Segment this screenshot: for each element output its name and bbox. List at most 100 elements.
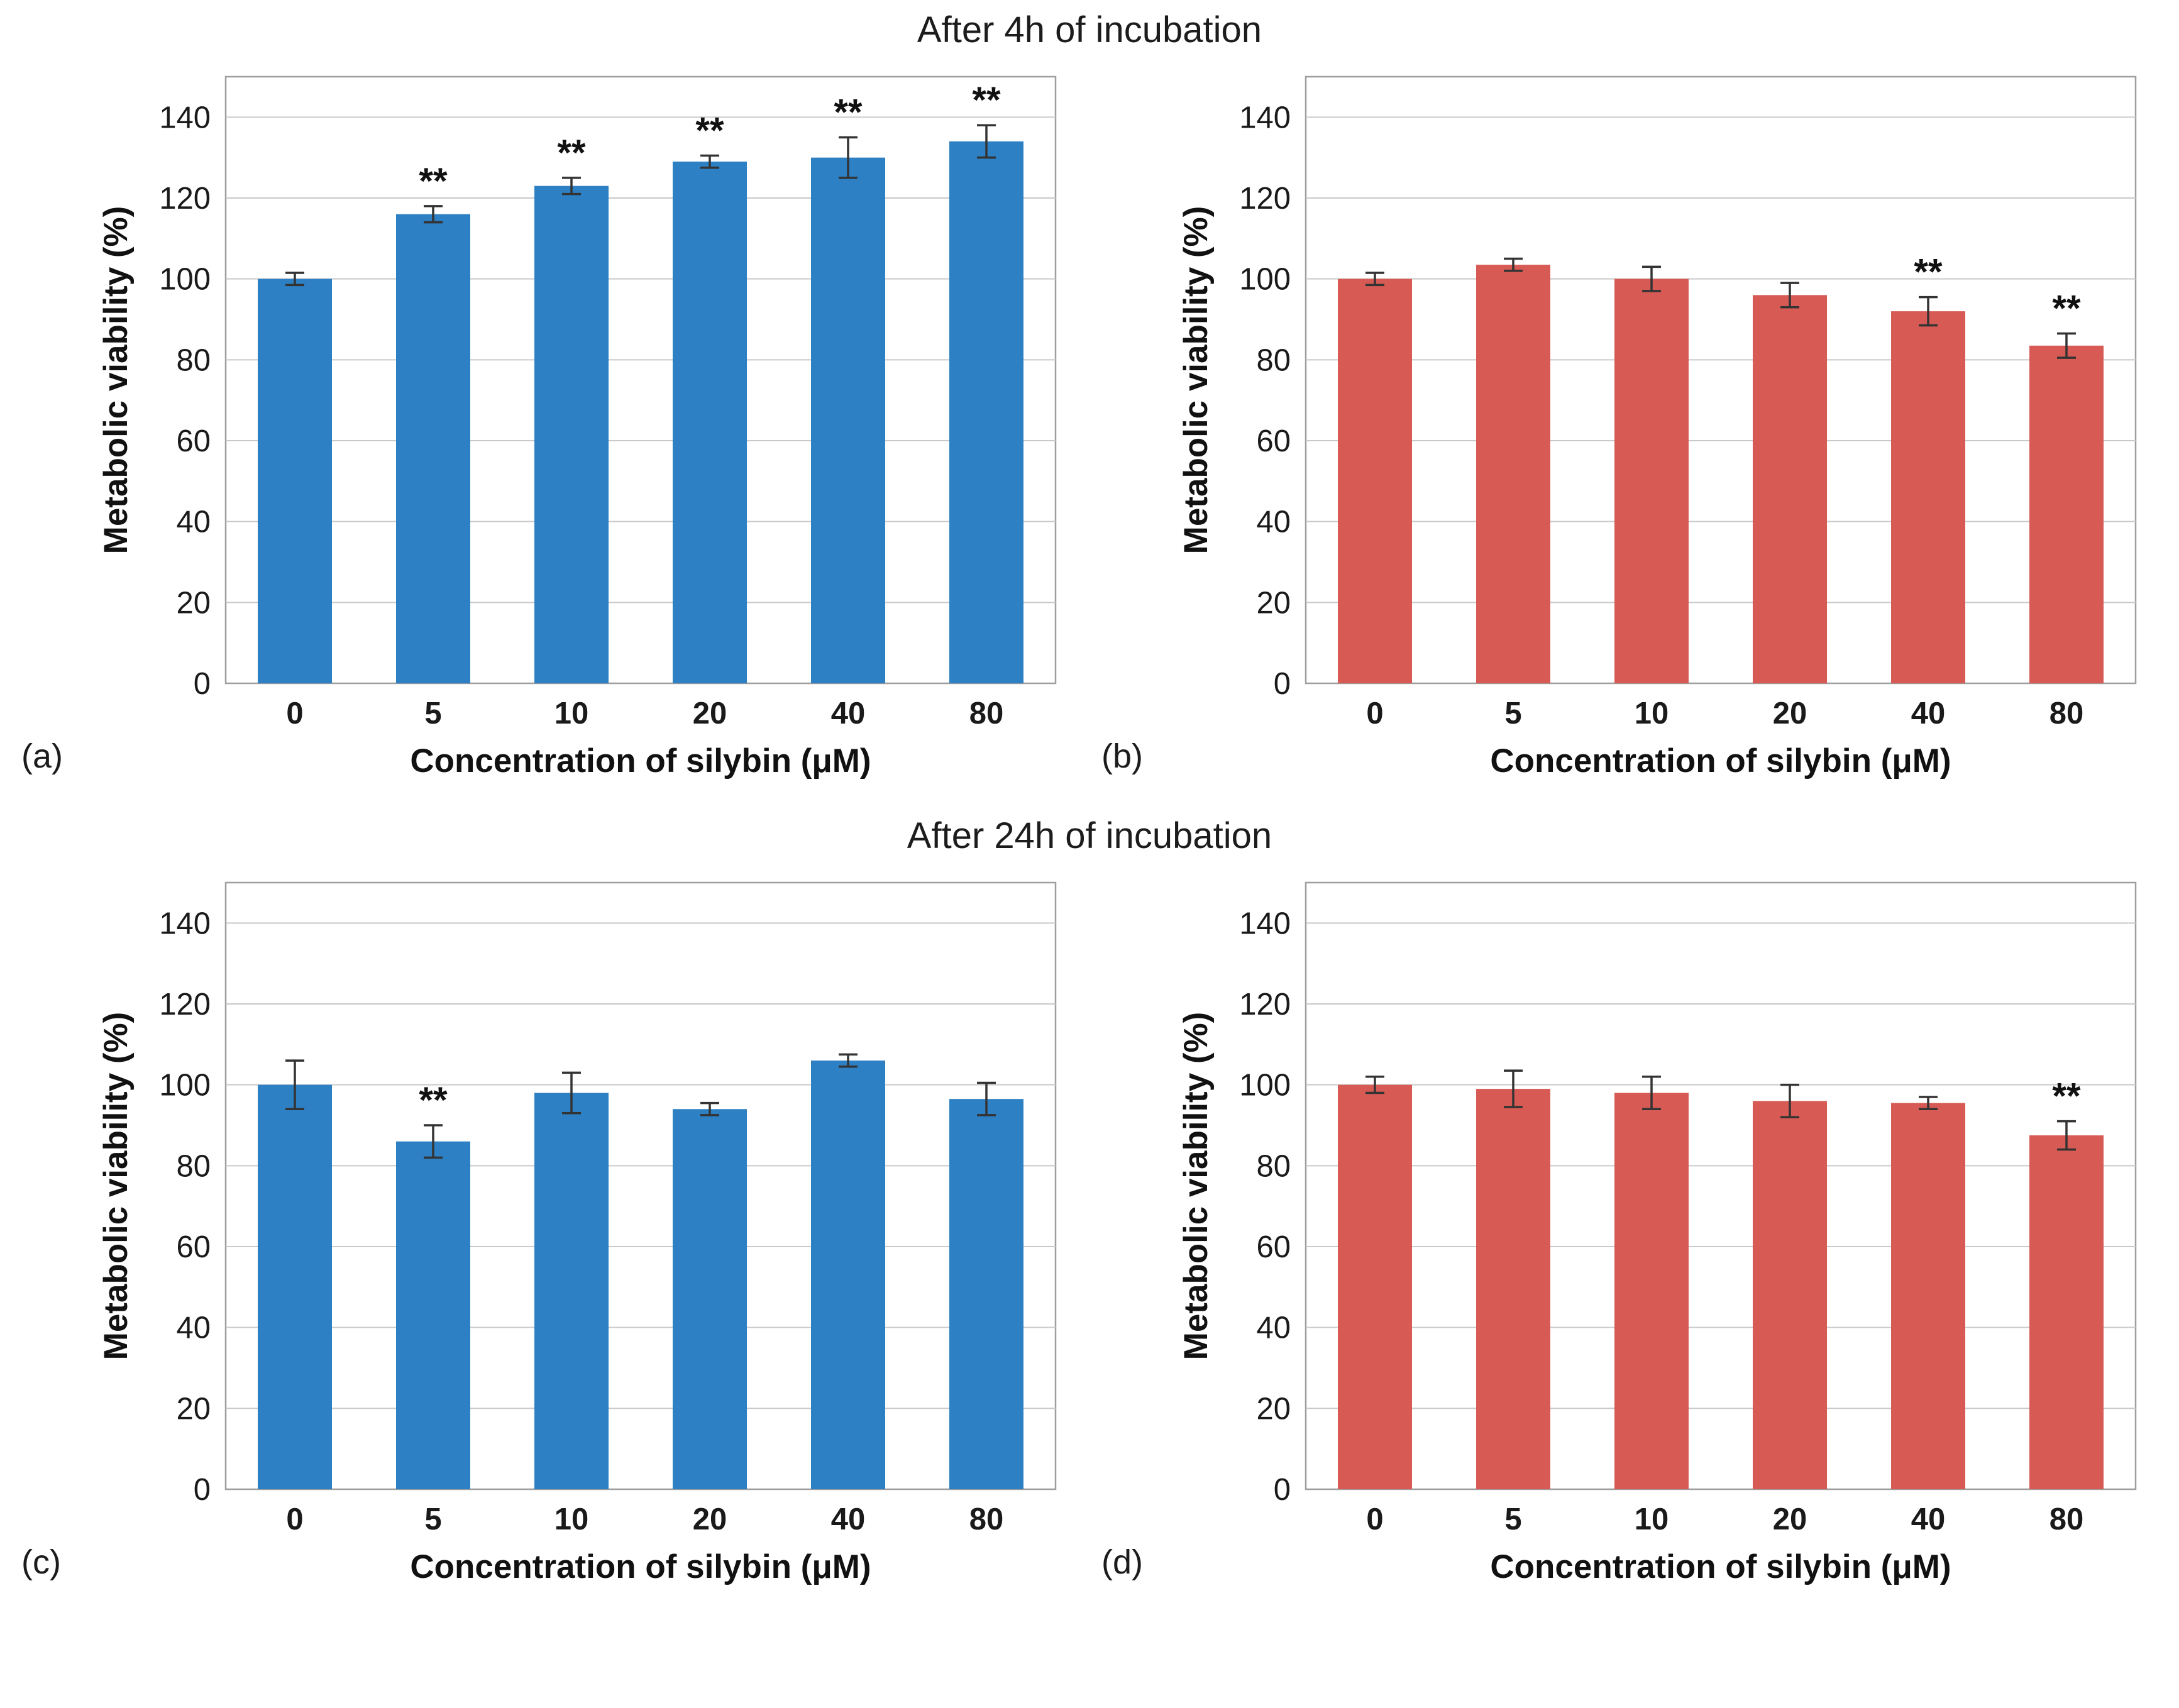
y-tick-label: 0 <box>194 1473 211 1507</box>
y-tick-label: 120 <box>159 182 211 216</box>
y-tick-label: 120 <box>1239 182 1291 216</box>
significance-marker: ** <box>1914 252 1943 293</box>
x-tick-label: 20 <box>693 697 727 730</box>
bar <box>1753 1101 1827 1489</box>
y-tick-label: 120 <box>1239 988 1291 1022</box>
plot-area <box>1305 881 2137 1490</box>
y-tick-label: 140 <box>1239 101 1291 135</box>
x-tick-label: 80 <box>2049 697 2084 730</box>
y-tick-label: 80 <box>176 343 211 377</box>
figure-title-4h: After 4h of incubation <box>917 9 1262 50</box>
x-tick-label: 20 <box>1773 697 1807 730</box>
panel-label-c: (c) <box>21 1543 61 1581</box>
chart-a: 0 20 40 60 80 100 120 140 0 ** 5 ** 10 ** 20 ** 40 ** 80 Co… <box>97 75 1057 780</box>
significance-marker: ** <box>972 80 1001 121</box>
x-tick-label: 80 <box>969 697 1004 730</box>
figure-title-24h: After 24h of incubation <box>907 815 1272 856</box>
significance-marker: ** <box>834 92 863 133</box>
x-tick-label: 10 <box>1635 1502 1669 1536</box>
y-tick-label: 80 <box>176 1149 211 1183</box>
y-tick-label: 40 <box>176 505 211 539</box>
x-tick-label: 80 <box>2049 1502 2084 1536</box>
x-tick-label: 5 <box>1504 1502 1521 1536</box>
y-tick-label: 40 <box>1256 1311 1291 1345</box>
bar <box>1476 265 1550 683</box>
y-tick-label: 20 <box>176 1392 211 1426</box>
bar <box>2029 345 2104 683</box>
bar <box>1476 1089 1550 1489</box>
panel-label-b: (b) <box>1101 737 1143 775</box>
bar <box>396 214 470 683</box>
y-tick-label: 80 <box>1256 1149 1291 1183</box>
x-tick-label: 0 <box>286 697 303 730</box>
bar <box>1338 1084 1412 1489</box>
y-tick-label: 100 <box>159 1069 211 1103</box>
y-axis-label: Metabolic viability (%) <box>97 206 135 554</box>
bar <box>1753 295 1827 683</box>
bar <box>1891 1103 1965 1489</box>
panel-label-a: (a) <box>21 737 63 775</box>
x-axis-label: Concentration of silybin (μM) <box>1490 742 1951 780</box>
plot-area <box>224 75 1057 685</box>
x-tick-label: 20 <box>1773 1502 1807 1536</box>
x-tick-label: 40 <box>1911 697 1946 730</box>
x-tick-label: 10 <box>1635 697 1669 730</box>
significance-marker: ** <box>557 133 586 174</box>
y-tick-label: 20 <box>176 586 211 620</box>
chart-b: 0 20 40 60 80 100 120 140 0 5 10 20 ** 40 ** 80 Concentr… <box>1178 75 2137 780</box>
y-tick-label: 100 <box>1239 263 1291 297</box>
significance-marker: ** <box>2052 1076 2081 1117</box>
bar <box>1614 278 1689 684</box>
bar <box>534 1093 609 1489</box>
top-row: 0 20 40 60 80 100 120 140 0 ** 5 ** 10 ** 20 ** 40 ** 80 Co… <box>0 45 2179 806</box>
y-tick-label: 20 <box>1256 1392 1291 1426</box>
plot-area <box>1305 75 2137 685</box>
significance-marker: ** <box>2052 289 2081 329</box>
panel-c: 0 20 40 60 80 100 120 140 0 ** 5 10 20 40 80 Concentrat… <box>15 851 1084 1612</box>
y-tick-label: 40 <box>176 1311 211 1345</box>
bar <box>673 162 747 684</box>
x-tick-label: 10 <box>554 697 589 730</box>
plot-area <box>224 881 1057 1490</box>
y-tick-label: 0 <box>194 667 211 701</box>
y-tick-label: 100 <box>1239 1069 1291 1103</box>
bar <box>258 278 332 684</box>
x-tick-label: 5 <box>424 1502 441 1536</box>
bar <box>811 157 885 683</box>
x-tick-label: 40 <box>831 697 866 730</box>
y-axis-label: Metabolic viability (%) <box>97 1012 135 1360</box>
x-tick-label: 40 <box>831 1502 866 1536</box>
y-tick-label: 140 <box>1239 906 1291 940</box>
chart-c: 0 20 40 60 80 100 120 140 0 ** 5 10 20 40 80 Concentrat… <box>97 881 1057 1585</box>
y-tick-label: 0 <box>1274 1473 1291 1507</box>
y-tick-label: 60 <box>1256 424 1291 458</box>
x-tick-label: 0 <box>286 1502 303 1536</box>
x-tick-label: 5 <box>424 697 441 730</box>
y-tick-label: 120 <box>159 988 211 1022</box>
y-tick-label: 20 <box>1256 586 1291 620</box>
bar <box>949 1099 1023 1489</box>
y-tick-label: 40 <box>1256 505 1291 539</box>
bar <box>673 1109 747 1489</box>
significance-marker: ** <box>419 1080 448 1121</box>
y-tick-label: 60 <box>176 424 211 458</box>
x-tick-label: 20 <box>693 1502 727 1536</box>
x-axis-label: Concentration of silybin (μM) <box>1490 1548 1951 1585</box>
bottom-row: 0 20 40 60 80 100 120 140 0 ** 5 10 20 40 80 Concentrat… <box>0 851 2179 1612</box>
chart-d: 0 20 40 60 80 100 120 140 0 5 10 20 40 ** 80 Concentrat… <box>1178 881 2137 1585</box>
x-tick-label: 40 <box>1911 1502 1946 1536</box>
bar <box>1614 1093 1689 1489</box>
significance-marker: ** <box>695 110 724 151</box>
x-tick-label: 80 <box>969 1502 1004 1536</box>
x-axis-label: Concentration of silybin (μM) <box>410 1548 871 1585</box>
y-tick-label: 60 <box>176 1230 211 1264</box>
significance-marker: ** <box>419 161 448 202</box>
y-axis-label: Metabolic viability (%) <box>1178 206 1215 554</box>
x-tick-label: 0 <box>1366 1502 1383 1536</box>
bar <box>534 185 609 683</box>
y-axis-label: Metabolic viability (%) <box>1178 1012 1215 1360</box>
bar <box>811 1061 885 1489</box>
y-tick-label: 140 <box>159 101 211 135</box>
y-tick-label: 0 <box>1274 667 1291 701</box>
